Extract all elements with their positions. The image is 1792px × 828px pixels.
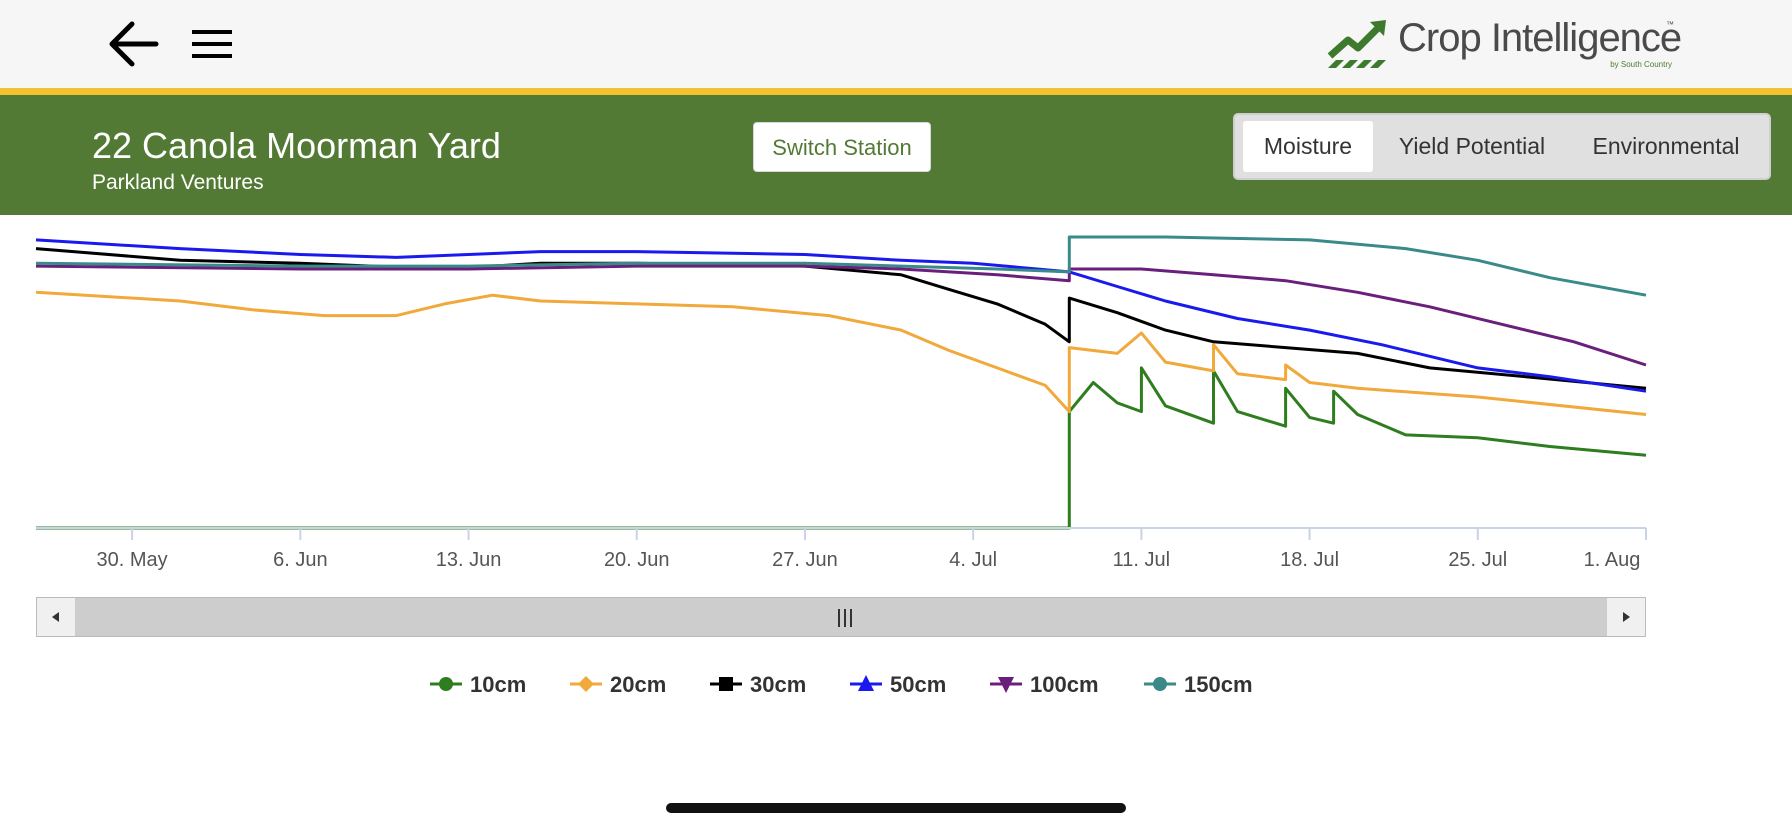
tab-moisture[interactable]: Moisture [1243,121,1373,172]
series-line-10cm[interactable] [36,366,1647,530]
x-tick-label: 6. Jun [273,549,327,571]
series-layer [35,235,1647,530]
scroll-left-button[interactable] [37,598,76,636]
legend-label: 100cm [1030,672,1099,697]
chart-navigator-scrollbar[interactable] [36,597,1646,637]
series-line-150cm[interactable] [35,235,1647,297]
logo-text: Crop Intelligence [1398,16,1682,60]
accent-divider [0,88,1792,95]
moisture-chart: 30. May 6. Jun 13. Jun 20. Jun 27. Jun 4. Jul… [35,235,1647,571]
logo-chart-icon [1327,20,1386,68]
logo-trademark: ™ [1666,20,1674,29]
legend-label: 30cm [750,672,807,697]
switch-station-button[interactable]: Switch Station [753,122,931,172]
series-line-50cm[interactable] [35,238,1647,393]
x-tick-label: 13. Jun [436,549,502,571]
legend-triangle-down-icon [990,677,1022,693]
scroll-left-arrow-icon [52,612,59,622]
station-subtitle: Parkland Ventures [92,171,264,194]
scroll-right-button[interactable] [1606,598,1645,636]
legend-circle-icon [1144,677,1176,691]
x-axis-ticks: 30. May 6. Jun 13. Jun 20. Jun 27. Jun 4. Jul… [97,528,1647,571]
series-line-20cm[interactable] [35,290,1647,416]
station-title: 22 Canola Moorman Yard [92,125,501,166]
legend-label: 10cm [470,672,527,697]
x-tick-label: 11. Jul [1113,549,1170,571]
x-tick-label: 27. Jun [772,549,838,571]
x-tick-label: 25. Jul [1448,549,1507,571]
x-tick-label: 20. Jun [604,549,670,571]
x-tick-label: 1. Aug [1584,549,1641,571]
crop-intelligence-logo: Crop Intelligence ™ by South Country [1326,12,1682,74]
scroll-grip-icon[interactable] [835,606,855,630]
station-header: 22 Canola Moorman Yard Parkland Ventures… [0,95,1792,215]
top-bar: Crop Intelligence ™ by South Country [0,0,1792,88]
tab-environmental[interactable]: Environmental [1592,133,1740,159]
x-tick-label: 30. May [97,549,168,571]
x-tick-label: 4. Jul [949,549,997,571]
home-indicator [666,803,1126,813]
chart-legend: 10cm 20cm 30cm 50cm 100cm 150cm [0,664,1792,704]
x-tick-label: 18. Jul [1280,549,1339,571]
legend-label: 150cm [1184,672,1253,697]
legend-diamond-icon [570,676,602,692]
logo-subtext: by South Country [1610,60,1672,69]
legend-triangle-icon [850,675,882,691]
legend-circle-icon [430,677,462,691]
hamburger-menu-icon[interactable] [186,20,238,68]
back-arrow-icon[interactable] [104,14,164,74]
legend-label: 50cm [890,672,947,697]
legend-label: 20cm [610,672,667,697]
scroll-right-arrow-icon [1623,612,1630,622]
tab-yield-potential[interactable]: Yield Potential [1398,133,1546,159]
view-tabs: Moisture Yield Potential Environmental [1233,113,1771,180]
legend-square-icon [710,677,742,691]
